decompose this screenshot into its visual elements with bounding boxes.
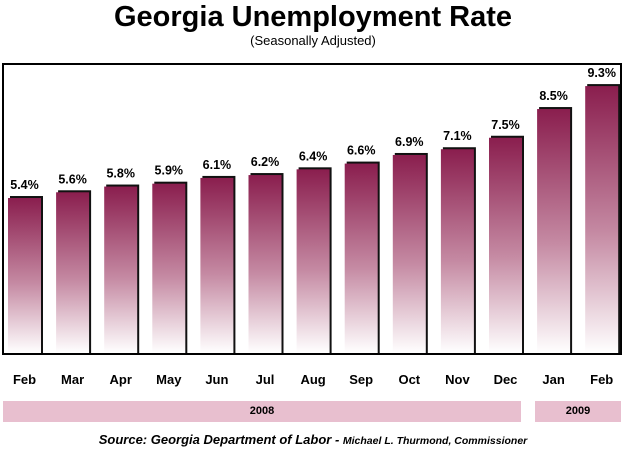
category-label: Mar	[61, 372, 84, 387]
value-label: 5.8%	[106, 167, 135, 181]
category-label: Oct	[398, 372, 420, 387]
value-label: 5.4%	[10, 178, 39, 192]
bar-chart: 5.4% 5.6% 5.8% 5.9% 6.1% 6.2% 6.4% 6.6% 6.9% 7.1%…	[8, 66, 621, 387]
category-label: Aug	[300, 372, 325, 387]
source-main: Source: Georgia Department of Labor	[98, 432, 332, 447]
year-label-2008: 2008	[249, 405, 275, 417]
value-label: 7.5%	[491, 118, 520, 132]
value-label: 8.5%	[539, 89, 568, 103]
bar-oct-8	[392, 154, 426, 353]
year-band-2008: 2008	[3, 401, 521, 422]
category-label: Dec	[494, 372, 518, 387]
category-labels-group: Feb Mar Apr May Jun Jul Aug Sep Oct Nov Dec Jan Feb	[13, 372, 613, 387]
value-labels-group: 5.4% 5.6% 5.8% 5.9% 6.1% 6.2% 6.4% 6.6% 6.9% 7.1%…	[10, 66, 616, 192]
source-note: Source: Georgia Department of Labor - Mi…	[0, 432, 626, 449]
category-label: Jun	[205, 372, 228, 387]
category-label: May	[156, 372, 182, 387]
category-label: Nov	[445, 372, 470, 387]
year-label-2009: 2009	[565, 405, 591, 417]
bar-sep-7	[344, 163, 378, 353]
bar-may-3	[152, 183, 186, 353]
value-label: 6.9%	[395, 135, 424, 149]
value-label: 5.6%	[58, 172, 87, 186]
bar-jul-5	[248, 175, 282, 353]
category-label: Feb	[590, 372, 613, 387]
bar-feb-0	[8, 198, 41, 353]
chart-title: Georgia Unemployment Rate	[113, 1, 513, 33]
plot-area	[2, 63, 622, 355]
bar-jun-4	[200, 177, 234, 353]
chart-subtitle: (Seasonally Adjusted)	[250, 33, 376, 48]
bar-dec-10	[489, 137, 522, 353]
source-commissioner: Michael L. Thurmond, Commissioner	[342, 435, 528, 447]
value-label: 6.2%	[251, 155, 280, 169]
bars-group	[8, 84, 621, 353]
value-label: 6.6%	[347, 144, 376, 158]
value-label: 9.3%	[587, 66, 616, 80]
category-label: Apr	[110, 372, 132, 387]
value-label: 6.4%	[299, 149, 328, 163]
source-dash: -	[331, 432, 343, 447]
category-label: Feb	[13, 372, 36, 387]
bar-nov-9	[440, 149, 474, 353]
bar-jan-11	[537, 109, 571, 353]
bar-feb-12	[585, 86, 619, 353]
category-label: Jan	[542, 372, 564, 387]
year-band-2009: 2009	[535, 401, 621, 422]
value-label: 7.1%	[443, 129, 472, 143]
bar-aug-6	[296, 169, 330, 353]
category-label: Jul	[256, 372, 275, 387]
bar-apr-2	[104, 186, 138, 353]
bar-mar-1	[56, 192, 90, 353]
value-label: 6.1%	[203, 158, 232, 172]
category-label: Sep	[349, 372, 373, 387]
value-label: 5.9%	[155, 164, 184, 178]
